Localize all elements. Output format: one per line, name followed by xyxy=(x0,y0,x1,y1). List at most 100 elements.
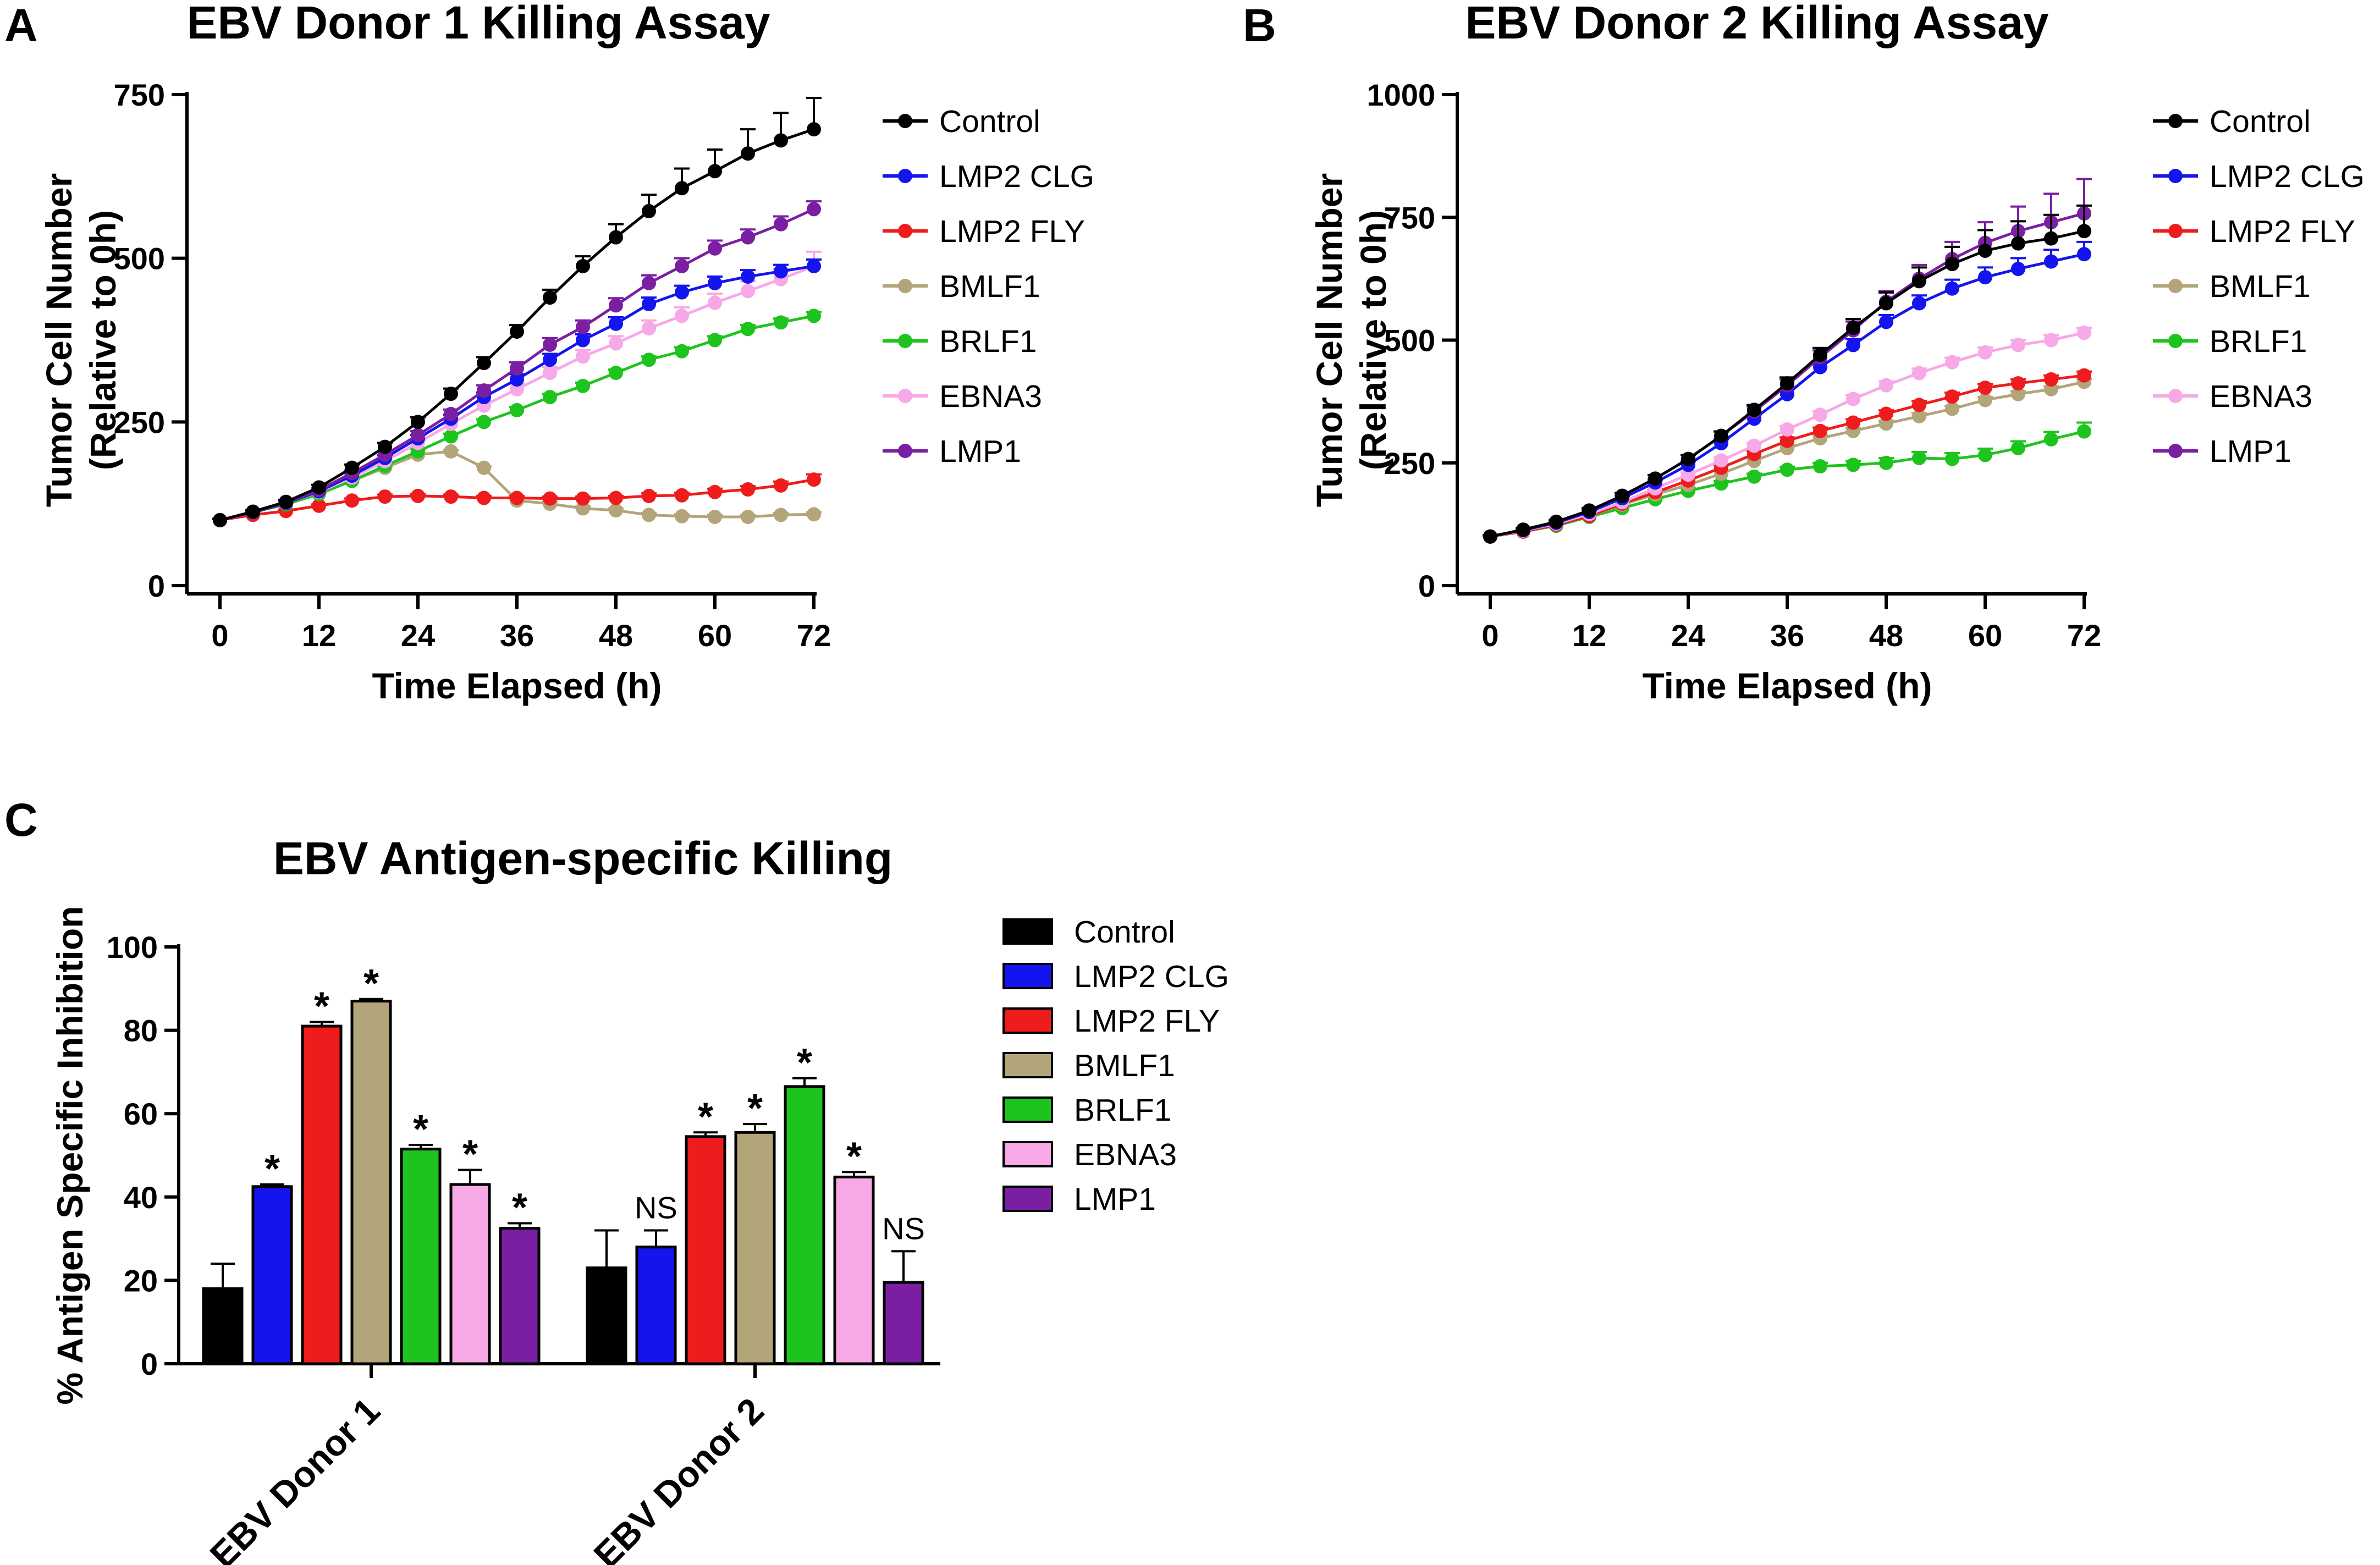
data-point xyxy=(2044,382,2058,396)
data-point xyxy=(444,407,458,422)
y-tick-label: 0 xyxy=(1418,569,1435,603)
series-ebna3 xyxy=(1483,326,2092,544)
data-point xyxy=(444,387,458,401)
data-point xyxy=(1714,428,1728,443)
x-tick-label: 12 xyxy=(302,618,336,653)
significance-label: * xyxy=(797,1041,812,1085)
legend-item-lmp2-clg: LMP2 CLG xyxy=(2153,159,2365,194)
data-point xyxy=(1780,433,1794,448)
legend-item-bmlf1: BMLF1 xyxy=(1002,1048,1175,1083)
data-point xyxy=(477,460,491,475)
panel-b: B EBV Donor 2 Killing Assay 0 250 500 750 1000… xyxy=(1243,0,2365,706)
data-point xyxy=(774,478,788,493)
legend-label: BRLF1 xyxy=(1074,1093,1171,1128)
legend-marker xyxy=(2168,169,2183,183)
legend-item-brlf1: BRLF1 xyxy=(883,324,1037,359)
data-point xyxy=(510,372,524,387)
y-tick-label: 80 xyxy=(124,1013,158,1048)
data-point xyxy=(1912,398,1926,412)
y-tick-label: 0 xyxy=(141,1347,158,1381)
significance-label: * xyxy=(747,1087,763,1131)
data-point xyxy=(1846,415,1860,430)
data-point xyxy=(1846,392,1860,406)
data-point xyxy=(1912,450,1926,465)
data-point xyxy=(642,508,656,522)
y-tick-label: 100 xyxy=(107,930,158,965)
series-bmlf1 xyxy=(212,444,822,527)
data-point xyxy=(411,415,425,429)
data-point xyxy=(1912,274,1926,289)
data-point xyxy=(213,513,227,527)
data-point xyxy=(774,133,788,148)
data-point xyxy=(246,504,260,519)
data-point xyxy=(1747,403,1761,417)
data-point xyxy=(774,508,788,522)
legend-label: LMP2 FLY xyxy=(1074,1004,1220,1039)
x-tick-label: 36 xyxy=(500,618,534,653)
legend-label: LMP2 FLY xyxy=(939,214,1085,249)
bar-lmp2-fly xyxy=(685,1135,726,1365)
data-point xyxy=(1714,476,1728,491)
data-point xyxy=(1780,422,1794,437)
legend-marker xyxy=(898,169,912,183)
data-point xyxy=(1945,355,1959,370)
data-point xyxy=(1879,315,1893,329)
series-line xyxy=(219,450,814,522)
data-point xyxy=(741,482,755,497)
panel-letter: C xyxy=(4,794,38,846)
data-point xyxy=(1780,462,1794,477)
legend-label: BMLF1 xyxy=(939,269,1040,304)
data-point xyxy=(576,378,590,393)
legend-swatch xyxy=(1002,1186,1053,1212)
data-point xyxy=(2044,432,2058,447)
panel-letter: B xyxy=(1243,0,1276,51)
bar-lmp2-fly xyxy=(301,1024,343,1365)
legend-swatch xyxy=(1002,1007,1053,1034)
data-point xyxy=(2011,236,2025,251)
legend-label: Control xyxy=(2210,104,2311,139)
x-tick-label: 24 xyxy=(1671,618,1705,653)
data-point xyxy=(609,316,623,331)
series-line xyxy=(1490,212,2085,538)
panel-letter: A xyxy=(4,0,38,51)
significance-label: * xyxy=(265,1147,280,1191)
x-tick-label: EBV Donor 2 xyxy=(586,1390,772,1565)
legend-label: Control xyxy=(1074,914,1175,950)
legend-item-ebna3: EBNA3 xyxy=(883,379,1042,414)
data-point xyxy=(675,488,689,503)
series-ebna3 xyxy=(212,250,822,527)
data-point xyxy=(1945,451,1959,466)
significance-label: NS xyxy=(635,1190,677,1225)
data-point xyxy=(510,382,524,396)
data-point xyxy=(345,493,359,508)
data-point xyxy=(2011,440,2025,455)
data-point xyxy=(708,241,722,256)
bar-lmp1 xyxy=(499,1227,541,1365)
legend-item-control: Control xyxy=(883,104,1040,139)
data-point xyxy=(642,203,656,218)
data-point xyxy=(345,460,359,475)
data-point xyxy=(2011,376,2025,391)
legend-label: LMP2 CLG xyxy=(1074,959,1229,994)
data-point xyxy=(1945,389,1959,404)
data-point xyxy=(2011,338,2025,352)
data-point xyxy=(642,352,656,367)
x-tick-label: 60 xyxy=(698,618,732,653)
legend-item-lmp2-clg: LMP2 CLG xyxy=(883,159,1094,194)
series-control xyxy=(1483,204,2092,544)
bar-lmp2-clg xyxy=(635,1246,677,1365)
data-point xyxy=(1945,401,1959,416)
data-point xyxy=(807,308,821,323)
x-tick-label: 36 xyxy=(1770,618,1804,653)
data-point xyxy=(609,503,623,518)
y-tick-label: 750 xyxy=(1384,200,1435,235)
data-point xyxy=(807,507,821,522)
legend-label: LMP2 CLG xyxy=(2210,159,2365,194)
data-point xyxy=(543,390,557,405)
data-point xyxy=(807,258,821,273)
data-point xyxy=(609,298,623,313)
legend-item-ebna3: EBNA3 xyxy=(1002,1137,1177,1172)
data-point xyxy=(1582,503,1596,518)
data-point xyxy=(2011,387,2025,401)
y-axis-label: % Antigen Specific Inhibition xyxy=(49,906,90,1405)
